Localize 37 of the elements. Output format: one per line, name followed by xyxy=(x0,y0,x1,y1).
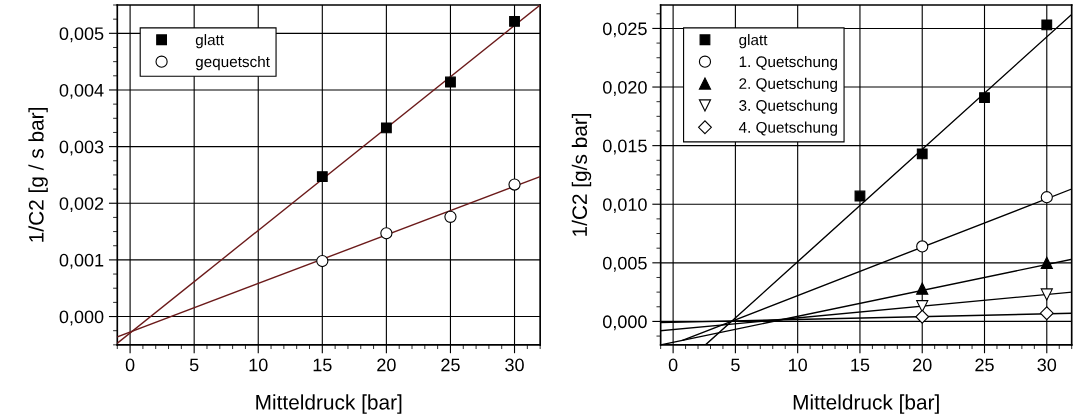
x-tick-label: 30 xyxy=(1037,358,1057,372)
y-tick-label: 0,020 xyxy=(603,80,647,96)
legend-label: 4. Quetschung xyxy=(738,121,837,136)
y-tick-label: 0,025 xyxy=(603,22,647,38)
x-tick-label: 25 xyxy=(441,358,460,372)
x-tick-label: 5 xyxy=(189,358,199,372)
x-tick-label: 25 xyxy=(975,358,994,372)
legend-label: 3. Quetschung xyxy=(739,99,837,114)
y-axis-title: 1/C2 [g / s bar] xyxy=(28,108,48,242)
legend-label: 2. Quetschung xyxy=(739,77,837,93)
y-axis-title: 1/C2 [g/s bar] xyxy=(571,113,592,236)
x-tick-label: 20 xyxy=(377,358,396,372)
x-tick-label: 0 xyxy=(125,358,135,372)
x-tick-label: 5 xyxy=(731,358,740,372)
x-tick-label: 15 xyxy=(313,358,332,372)
y-tick-label: 0,010 xyxy=(603,198,647,214)
legend-label: gequetscht xyxy=(195,55,270,71)
x-tick-label: 10 xyxy=(789,358,808,372)
y-tick-label: 0,005 xyxy=(603,256,647,272)
y-tick-label: 0,003 xyxy=(59,140,104,156)
x-tick-label: 0 xyxy=(668,358,678,372)
x-tick-label: 30 xyxy=(505,358,524,372)
legend-label: glatt xyxy=(739,34,768,49)
x-tick-label: 15 xyxy=(851,358,870,372)
legend-label: glatt xyxy=(195,34,224,49)
y-tick-label: 0,000 xyxy=(59,310,104,326)
x-axis-title: Mitteldruck [bar] xyxy=(793,394,939,414)
y-tick-label: 0,004 xyxy=(59,83,104,99)
y-tick-label: 0,005 xyxy=(59,27,104,43)
y-tick-label: 0,002 xyxy=(59,197,104,213)
y-tick-label: 0,015 xyxy=(603,139,647,155)
legend-label: 1. Quetschung xyxy=(739,55,837,71)
x-axis-title: Mitteldruck [bar] xyxy=(256,394,402,414)
y-tick-label: 0,001 xyxy=(59,253,104,269)
x-tick-label: 20 xyxy=(913,358,932,372)
y-tick-label: 0,000 xyxy=(603,315,647,331)
x-tick-label: 10 xyxy=(249,358,268,372)
